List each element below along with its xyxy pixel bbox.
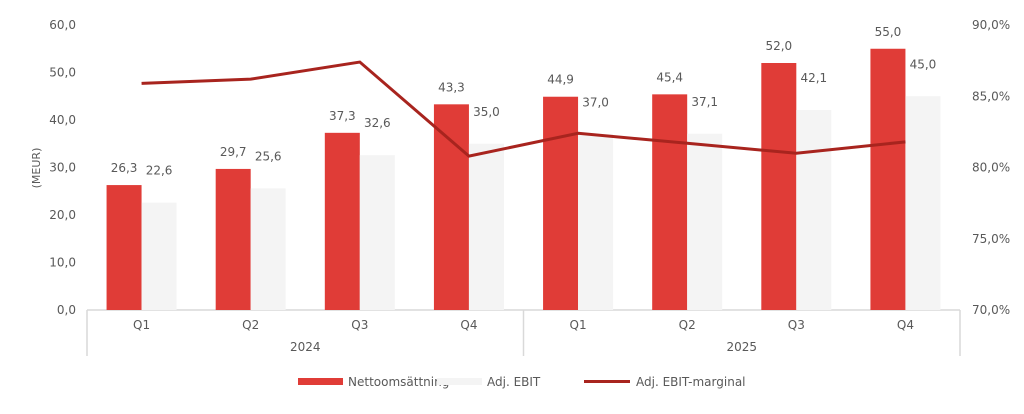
net-sales-data-label: 43,3 xyxy=(438,80,465,94)
x-tick-label: Q4 xyxy=(460,318,477,332)
y2-tick-label: 75,0% xyxy=(972,232,1010,246)
net-sales-data-label: 44,9 xyxy=(547,73,574,87)
x-tick-label: Q2 xyxy=(242,318,259,332)
net-sales-data-label: 55,0 xyxy=(875,25,902,39)
x-tick-label: Q4 xyxy=(897,318,914,332)
net-sales-bar xyxy=(652,94,688,310)
adj-ebit-bar xyxy=(250,188,286,310)
adj-ebit-bar xyxy=(687,133,723,310)
adj-ebit-data-label: 25,6 xyxy=(255,149,282,163)
y-axis-title: (MEUR) xyxy=(30,148,43,189)
legend-label: Adj. EBIT-marginal xyxy=(636,375,746,389)
net-sales-bar xyxy=(543,96,579,310)
net-sales-data-label: 45,4 xyxy=(656,70,683,84)
adj-ebit-bar xyxy=(141,202,177,310)
adj-ebit-data-label: 42,1 xyxy=(800,71,827,85)
legend-swatch xyxy=(437,378,482,385)
net-sales-bar xyxy=(324,132,360,310)
y-tick-label: 60,0 xyxy=(49,18,76,32)
x-group-label: 2025 xyxy=(726,340,757,354)
adj-ebit-bar xyxy=(359,155,395,310)
legend-label: Nettoomsättning xyxy=(348,375,449,389)
y-tick-label: 0,0 xyxy=(57,303,76,317)
y2-tick-label: 70,0% xyxy=(972,303,1010,317)
adj-ebit-data-label: 35,0 xyxy=(473,105,500,119)
x-tick-label: Q1 xyxy=(133,318,150,332)
y2-tick-label: 80,0% xyxy=(972,161,1010,175)
adj-ebit-data-label: 32,6 xyxy=(364,116,391,130)
y-tick-label: 50,0 xyxy=(49,66,76,80)
adj-ebit-bar xyxy=(905,96,941,310)
x-tick-label: Q1 xyxy=(570,318,587,332)
net-sales-bar xyxy=(433,104,469,310)
adj-ebit-data-label: 22,6 xyxy=(146,164,173,178)
x-tick-label: Q2 xyxy=(679,318,696,332)
net-sales-bar xyxy=(106,185,142,310)
y-tick-label: 20,0 xyxy=(49,208,76,222)
legend-label: Adj. EBIT xyxy=(487,375,541,389)
net-sales-bar xyxy=(870,48,906,310)
y-tick-label: 10,0 xyxy=(49,256,76,270)
x-tick-label: Q3 xyxy=(788,318,805,332)
net-sales-data-label: 52,0 xyxy=(765,39,792,53)
adj-ebit-bar xyxy=(796,110,832,311)
net-sales-data-label: 37,3 xyxy=(329,109,356,123)
y2-tick-label: 85,0% xyxy=(972,89,1010,103)
net-sales-bar xyxy=(761,63,797,310)
x-group-label: 2024 xyxy=(290,340,321,354)
legend-swatch xyxy=(298,378,343,385)
adj-ebit-data-label: 45,0 xyxy=(910,57,937,71)
net-sales-bar xyxy=(215,168,251,310)
adj-ebit-bar xyxy=(468,143,504,310)
x-tick-label: Q3 xyxy=(351,318,368,332)
y-tick-label: 30,0 xyxy=(49,161,76,175)
adj-ebit-data-label: 37,1 xyxy=(691,95,718,109)
y-tick-label: 40,0 xyxy=(49,113,76,127)
y2-tick-label: 90,0% xyxy=(972,18,1010,32)
net-sales-data-label: 29,7 xyxy=(220,145,247,159)
adj-ebit-bar xyxy=(578,134,614,310)
adj-ebit-data-label: 37,0 xyxy=(582,95,609,109)
net-sales-data-label: 26,3 xyxy=(111,161,138,175)
ebit-margin-line xyxy=(141,60,906,158)
